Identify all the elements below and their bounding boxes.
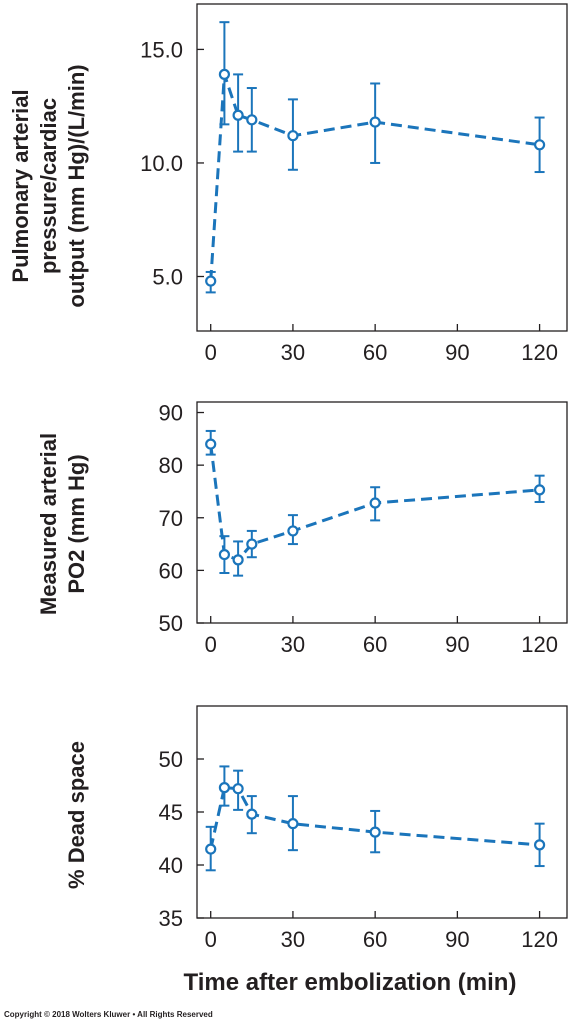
data-point bbox=[232, 783, 244, 795]
data-point bbox=[287, 818, 299, 830]
panel-arterial-po2: Measured arterial PO2 (mm Hg) 0 30 60 90 120… bbox=[36, 401, 568, 657]
plot-frame bbox=[196, 3, 568, 332]
data-point bbox=[205, 438, 217, 450]
x-tick-label: 120 bbox=[521, 632, 558, 657]
x-tick-label: 60 bbox=[363, 340, 387, 365]
data-point bbox=[287, 525, 299, 537]
y-tick-label: 50 bbox=[159, 747, 183, 772]
data-point bbox=[369, 116, 381, 128]
x-tick-label: 60 bbox=[363, 927, 387, 952]
y-tick-label: 35 bbox=[159, 906, 183, 931]
data-point bbox=[287, 130, 299, 142]
data-point bbox=[218, 782, 231, 794]
x-axis-label: Time after embolization (min) bbox=[184, 969, 517, 996]
y-axis-label-line-1: Measured arterial bbox=[36, 433, 61, 615]
x-tick-label: 30 bbox=[281, 927, 305, 952]
data-point bbox=[533, 139, 546, 151]
y-tick-label: 45 bbox=[159, 800, 183, 825]
y-tick-label: 5.0 bbox=[152, 265, 183, 290]
panel-pressure-output: Pulmonary arterial pressure/cardiac outp… bbox=[8, 3, 568, 365]
data-point bbox=[246, 808, 258, 820]
x-tick-label: 120 bbox=[521, 340, 558, 365]
data-point bbox=[246, 114, 258, 126]
x-tick-label: 60 bbox=[363, 632, 387, 657]
y-tick-label: 40 bbox=[159, 853, 183, 878]
data-point bbox=[218, 548, 231, 561]
data-point bbox=[218, 68, 231, 80]
x-tick-label: 120 bbox=[521, 927, 558, 952]
x-tick-label: 0 bbox=[205, 340, 217, 365]
x-tick-label: 90 bbox=[445, 340, 469, 365]
x-tick-label: 90 bbox=[445, 632, 469, 657]
y-tick-label: 50 bbox=[159, 611, 183, 636]
data-point bbox=[533, 839, 546, 851]
y-tick-label: 90 bbox=[159, 401, 183, 426]
x-tick-label: 0 bbox=[205, 632, 217, 657]
y-tick-label: 60 bbox=[159, 558, 183, 583]
y-tick-label: 15.0 bbox=[140, 37, 183, 62]
data-point bbox=[205, 843, 217, 855]
data-point bbox=[246, 538, 258, 550]
x-tick-label: 0 bbox=[205, 927, 217, 952]
y-tick-label: 80 bbox=[159, 453, 183, 478]
y-axis-label-line-2: PO2 (mm Hg) bbox=[64, 454, 89, 593]
y-axis-label: % Dead space bbox=[64, 741, 89, 889]
x-tick-label: 30 bbox=[281, 340, 305, 365]
data-point bbox=[205, 275, 217, 287]
y-axis-label-line-2: pressure/cardiac bbox=[36, 98, 61, 274]
data-point bbox=[232, 554, 244, 566]
copyright-notice: Copyright © 2018 Wolters Kluwer • All Ri… bbox=[4, 1010, 213, 1019]
x-tick-label: 30 bbox=[281, 632, 305, 657]
y-tick-label: 70 bbox=[159, 506, 183, 531]
panel-dead-space: % Dead space 0 30 60 90 120 35 40 45 50 bbox=[64, 705, 568, 952]
data-point bbox=[533, 484, 546, 496]
data-point bbox=[369, 826, 381, 838]
y-axis-label-line-1: Pulmonary arterial bbox=[8, 89, 33, 282]
data-point bbox=[369, 497, 381, 509]
data-point bbox=[232, 109, 244, 121]
y-tick-label: 10.0 bbox=[140, 151, 183, 176]
plot-frame bbox=[196, 401, 568, 624]
y-axis-label-line-3: output (mm Hg)/(L/min) bbox=[64, 64, 89, 307]
x-tick-label: 90 bbox=[445, 927, 469, 952]
